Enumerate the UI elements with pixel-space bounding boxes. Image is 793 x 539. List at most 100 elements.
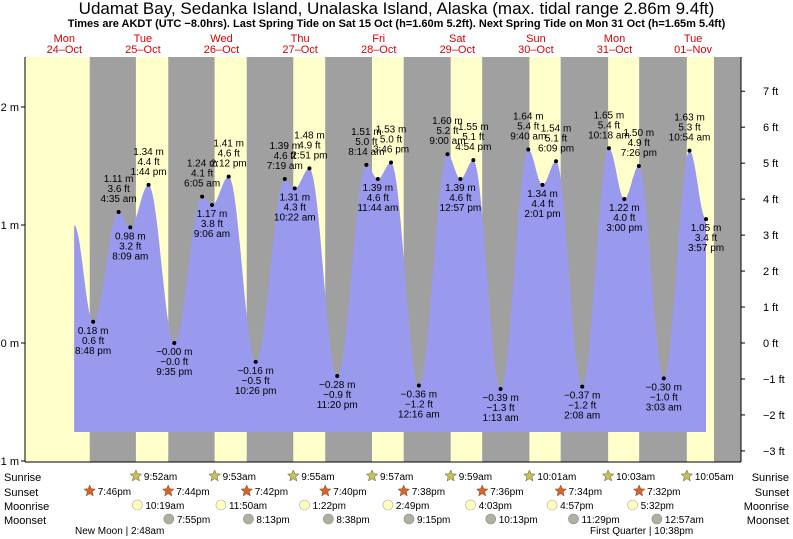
tide-label: −1.2 ft — [568, 401, 596, 412]
moonset-time: 12:57am — [665, 515, 704, 526]
row-label-right: Sunrise — [752, 472, 789, 484]
tide-label: 9:00 am — [429, 136, 465, 147]
tide-point — [554, 159, 559, 164]
tide-point — [210, 202, 215, 207]
tide-label: 5.0 ft — [380, 134, 402, 145]
day-name-label: Mon — [604, 33, 625, 45]
day-date-label: 31–Oct — [597, 44, 632, 56]
tide-label: 1.53 m — [376, 124, 407, 135]
sunset-time: 7:38pm — [412, 487, 445, 498]
sunset-icon — [475, 484, 489, 497]
tide-label: −0.16 m — [237, 366, 273, 377]
moonrise-icon — [546, 499, 558, 511]
tide-label: 0.18 m — [78, 326, 109, 337]
tide-point — [580, 384, 585, 389]
tide-label: −0.36 m — [401, 389, 437, 400]
right-tick-label: −2 ft — [763, 410, 785, 422]
right-tick-label: 7 ft — [763, 86, 778, 98]
tide-point — [471, 158, 476, 163]
tide-point — [498, 387, 503, 392]
tide-label: 3:00 pm — [606, 223, 642, 234]
night-background — [714, 57, 741, 462]
sunset-icon — [161, 484, 175, 497]
sunset-time: 7:46pm — [98, 487, 131, 498]
sunrise-time: 10:05am — [695, 472, 734, 483]
tide-point — [389, 160, 394, 165]
day-date-label: 01–Nov — [674, 44, 712, 56]
moonset-icon — [323, 513, 334, 525]
moonrise-icon — [132, 499, 143, 511]
tide-label: 5.4 ft — [598, 120, 620, 131]
sunset-time: 7:36pm — [490, 487, 523, 498]
moonrise-icon — [465, 499, 476, 511]
day-name-label: Thu — [291, 33, 310, 45]
tide-label: 5.3 ft — [678, 123, 700, 134]
day-name-label: Mon — [54, 33, 75, 45]
moonrise-time: 4:03pm — [479, 501, 512, 512]
tide-label: 6:09 pm — [538, 143, 574, 154]
tide-label: 1.41 m — [213, 139, 244, 150]
sunrise-time: 9:52am — [144, 472, 177, 483]
day-date-label: 28–Oct — [361, 44, 396, 56]
tide-point — [253, 359, 258, 364]
tide-label: 10:54 am — [669, 133, 711, 144]
tide-label: 5.1 ft — [462, 132, 484, 143]
tide-label: 1.22 m — [609, 203, 640, 214]
sunset-icon — [318, 484, 332, 497]
day-name-label: Wed — [210, 33, 232, 45]
tide-point — [91, 319, 96, 324]
tide-label: 4:35 am — [101, 194, 137, 205]
tide-point — [146, 182, 151, 187]
moonset-time: 11:29pm — [582, 515, 620, 526]
left-tick-label: 0 m — [1, 338, 19, 350]
tide-label: 3.4 ft — [695, 233, 717, 244]
sunset-icon — [632, 484, 646, 497]
tide-label: 9:40 am — [510, 131, 546, 142]
tide-label: 12:57 pm — [440, 203, 482, 214]
tide-label: 2:01 pm — [524, 209, 560, 220]
tide-label: 4.3 ft — [284, 202, 306, 213]
tide-point — [445, 152, 450, 157]
moonrise-time: 1:22pm — [313, 501, 346, 512]
tide-area — [74, 148, 707, 433]
tide-label: 1.51 m — [351, 127, 382, 138]
sunrise-icon — [680, 469, 694, 482]
right-tick-label: 2 ft — [763, 266, 778, 278]
tide-label: 11:44 am — [357, 203, 398, 214]
tide-label: −0.00 m — [156, 347, 192, 358]
tide-label: 5.1 ft — [545, 133, 567, 144]
moon-phase-new: New Moon | 2:48am — [75, 526, 164, 537]
tide-label: 2:12 pm — [211, 159, 247, 170]
tide-label: 4.9 ft — [628, 138, 650, 149]
sunrise-icon — [129, 469, 143, 482]
sunset-time: 7:40pm — [333, 487, 366, 498]
chart-title: Udamat Bay, Sedanka Island, Unalaska Isl… — [78, 0, 715, 18]
tide-label: 10:18 am — [588, 130, 630, 141]
tide-label: 1.48 m — [294, 130, 325, 141]
moonset-icon — [651, 513, 663, 525]
sunset-icon — [240, 484, 254, 497]
tide-label: 4.6 ft — [218, 149, 240, 160]
left-tick-label: 2 m — [1, 102, 19, 114]
moonset-icon — [243, 513, 254, 525]
tide-point — [292, 186, 297, 191]
tide-label: 2:08 am — [564, 411, 600, 422]
tide-label: 1.54 m — [541, 123, 572, 134]
day-date-label: 25–Oct — [125, 44, 160, 56]
tide-label: −0.39 m — [482, 393, 518, 404]
tide-label: 1.65 m — [594, 110, 625, 121]
tide-label: 1.34 m — [527, 189, 558, 200]
sunrise-icon — [601, 469, 615, 482]
tide-label: 4.4 ft — [137, 157, 159, 168]
tide-point — [416, 383, 421, 388]
day-date-label: 24–Oct — [47, 44, 82, 56]
tide-label: 1.05 m — [691, 223, 722, 234]
sunset-time: 7:32pm — [647, 487, 680, 498]
left-tick-label: −1 m — [0, 456, 19, 468]
tide-label: 4.6 ft — [449, 193, 471, 204]
sunrise-time: 10:01am — [537, 472, 576, 483]
tide-label: −0.28 m — [319, 380, 355, 391]
tide-label: 3:03 am — [646, 402, 682, 413]
tide-label: 7:26 pm — [621, 148, 657, 159]
